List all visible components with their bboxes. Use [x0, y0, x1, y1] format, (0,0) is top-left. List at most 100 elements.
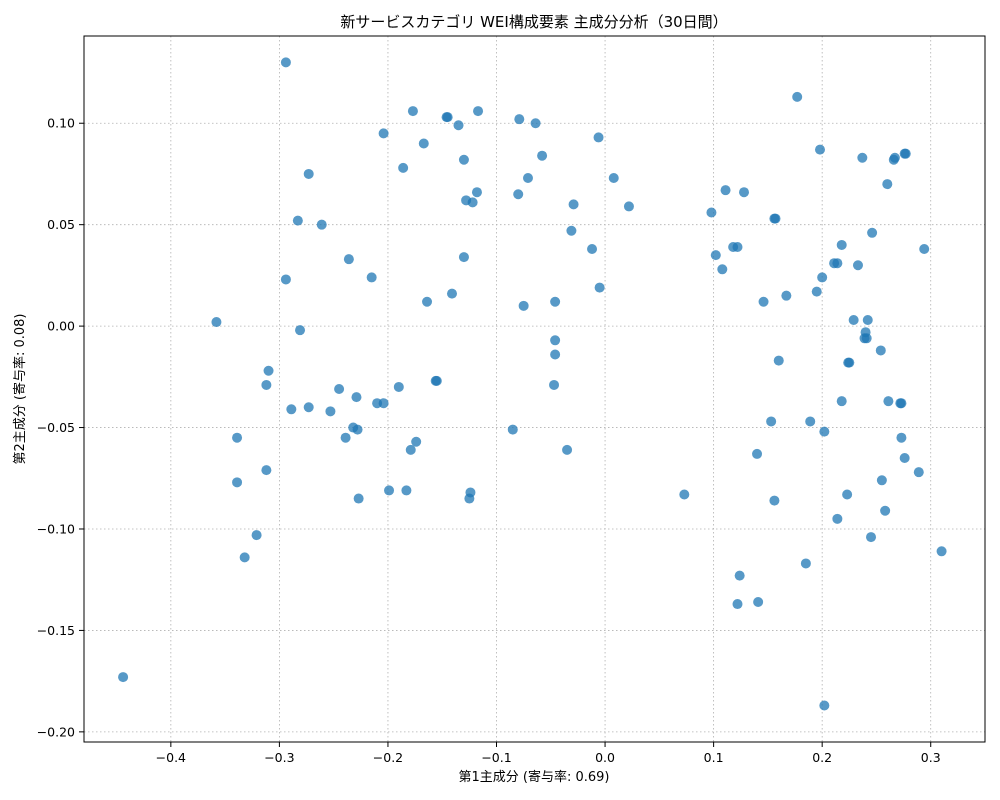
x-tick-label: 0.3: [921, 750, 941, 765]
scatter-point: [530, 118, 541, 129]
scatter-point: [811, 286, 822, 297]
scatter-point: [378, 128, 389, 139]
scatter-point: [679, 489, 690, 500]
scatter-point: [549, 379, 560, 390]
y-tick-label: −0.20: [37, 724, 75, 739]
scatter-point: [876, 475, 887, 486]
scatter-point: [866, 532, 877, 543]
scatter-point: [325, 406, 336, 417]
scatter-point: [608, 173, 619, 184]
scatter-point: [292, 215, 303, 226]
y-tick-label: 0.05: [47, 217, 75, 232]
scatter-point: [514, 114, 525, 125]
scatter-point: [800, 558, 811, 569]
scatter-point: [766, 416, 777, 427]
scatter-point: [211, 317, 222, 328]
scatter-point: [550, 349, 561, 360]
x-axis-label: 第1主成分 (寄与率: 0.69): [458, 769, 609, 785]
scatter-point: [431, 375, 442, 386]
scatter-point: [889, 152, 900, 163]
y-axis-label: 第2主成分 (寄与率: 0.08): [12, 313, 28, 464]
scatter-point: [739, 187, 750, 198]
chart-title: 新サービスカテゴリ WEI構成要素 主成分分析（30日間）: [340, 13, 727, 31]
scatter-point: [316, 219, 327, 230]
scatter-point: [518, 300, 529, 311]
scatter-point: [458, 154, 469, 165]
scatter-point: [593, 132, 604, 143]
scatter-point: [251, 530, 262, 541]
scatter-point: [422, 296, 433, 307]
scatter-point: [842, 489, 853, 500]
scatter-point: [720, 185, 731, 196]
scatter-point: [861, 333, 872, 344]
scatter-point: [880, 505, 891, 516]
scatter-point: [936, 546, 947, 557]
scatter-point: [919, 244, 930, 255]
scatter-point: [507, 424, 518, 435]
scatter-point: [752, 448, 763, 459]
scatter-point: [473, 106, 484, 117]
scatter-point: [378, 398, 389, 409]
scatter-point: [295, 325, 306, 336]
scatter-point: [353, 493, 364, 504]
scatter-point: [513, 189, 524, 200]
scatter-point: [118, 672, 129, 683]
scatter-point: [836, 239, 847, 250]
scatter-point: [913, 467, 924, 478]
scatter-point: [832, 513, 843, 524]
scatter-point: [732, 599, 743, 610]
scatter-point: [623, 201, 634, 212]
x-tick-label: −0.2: [373, 750, 403, 765]
scatter-point: [343, 254, 354, 265]
scatter-point: [792, 91, 803, 102]
scatter-point: [261, 465, 272, 476]
scatter-point: [857, 152, 868, 163]
scatter-point: [411, 436, 422, 447]
points-layer: [118, 57, 947, 711]
scatter-point: [280, 274, 291, 285]
y-axis-ticks: −0.20 −0.15 −0.10 −0.05 0.00 0.05 0.10: [37, 116, 84, 739]
scatter-point: [770, 213, 781, 224]
scatter-point: [832, 258, 843, 269]
scatter-point: [566, 225, 577, 236]
scatter-point: [710, 250, 721, 261]
scatter-point: [442, 112, 453, 123]
x-tick-label: 0.1: [704, 750, 724, 765]
scatter-point: [568, 199, 579, 210]
y-tick-label: −0.10: [37, 521, 75, 536]
scatter-point: [522, 173, 533, 184]
scatter-point: [286, 404, 297, 415]
scatter-point: [550, 296, 561, 307]
scatter-point: [418, 138, 429, 149]
scatter-point: [717, 264, 728, 275]
scatter-point: [467, 197, 478, 208]
grid-layer: [84, 36, 985, 742]
scatter-point: [239, 552, 250, 563]
scatter-point: [263, 365, 274, 376]
scatter-point: [562, 444, 573, 455]
scatter-point: [896, 432, 907, 443]
scatter-point: [232, 477, 243, 488]
scatter-point: [862, 315, 873, 326]
scatter-point: [819, 700, 830, 711]
scatter-point: [817, 272, 828, 283]
scatter-point: [732, 241, 743, 252]
scatter-point: [753, 597, 764, 608]
scatter-point: [303, 168, 314, 179]
scatter-point: [537, 150, 548, 161]
scatter-point: [398, 162, 409, 173]
scatter-point: [706, 207, 717, 218]
scatter-point: [883, 396, 894, 407]
scatter-point: [769, 495, 780, 506]
scatter-point: [352, 424, 363, 435]
x-tick-label: 0.0: [595, 750, 615, 765]
scatter-point: [848, 315, 859, 326]
scatter-point: [550, 335, 561, 346]
scatter-point: [875, 345, 886, 356]
scatter-point: [393, 381, 404, 392]
plot-frame: [83, 35, 986, 743]
scatter-point: [401, 485, 412, 496]
scatter-point: [587, 244, 598, 255]
scatter-point: [453, 120, 464, 131]
